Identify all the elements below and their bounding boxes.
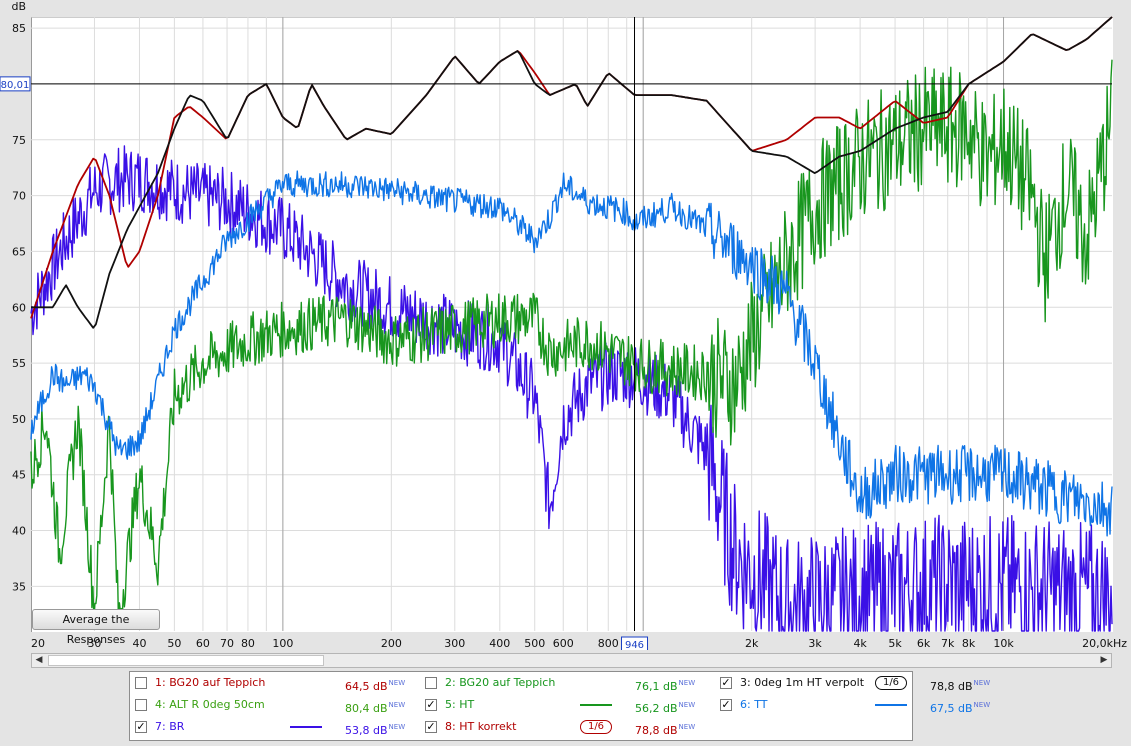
new-badge: NEW [678,701,696,709]
y-tick-label: 45 [12,469,26,482]
legend-name[interactable]: 5: HT [445,698,475,711]
legend-checkbox[interactable] [135,677,147,689]
x-tick-label: 600 [553,637,574,650]
legend-level-value: 56,2 dBNEW [635,701,696,715]
y-tick-label: 65 [12,245,26,258]
x-tick-label: 200 [381,637,402,650]
y-tick-label: 60 [12,301,26,314]
scroll-right-arrow-icon[interactable]: ▶ [1100,655,1108,665]
x-tick-label: 8k [962,637,976,650]
legend-entry: ✓ 5: HT 56,2 dBNEW [425,696,710,715]
average-responses-button[interactable]: Average the Responses [32,609,160,646]
cursor-x-readout-box [621,636,649,650]
legend-level-value: 80,4 dBNEW [345,701,406,715]
legend-level-value: 78,8 dBNEW [635,723,696,737]
legend-entry: ✓ 7: BR 53,8 dBNEW [135,718,420,737]
legend-entry: 1: BG20 auf Teppich 64,5 dBNEW [135,674,420,693]
legend-entry: 4: ALT R 0deg 50cm 80,4 dBNEW [135,696,420,715]
legend-name[interactable]: 6: TT [740,698,768,711]
x-tick-label: 40 [132,637,146,650]
new-badge: NEW [388,679,406,687]
x-tick-label: 80 [241,637,255,650]
legend-name[interactable]: 3: 0deg 1m HT verpolt [740,676,865,689]
x-tick-label: 4k [853,637,867,650]
x-tick-label: 7k [941,637,955,650]
legend-entry: 2: BG20 auf Teppich 76,1 dBNEW [425,674,710,693]
x-tick-label: 70 [220,637,234,650]
legend-name[interactable]: 7: BR [155,720,185,733]
legend-name[interactable]: 4: ALT R 0deg 50cm [155,698,265,711]
legend-name[interactable]: 1: BG20 auf Teppich [155,676,266,689]
measurement-legend: 1: BG20 auf Teppich 64,5 dBNEW 2: BG20 auf… [129,671,990,741]
legend-checkbox[interactable]: ✓ [720,676,732,689]
x-tick-label: 10k [993,637,1014,650]
x-tick-label: 800 [598,637,619,650]
legend-checkbox[interactable]: ✓ [425,698,437,711]
legend-level-value: 78,8 dBNEW [930,679,991,693]
series-line [31,16,1113,329]
legend-name[interactable]: 8: HT korrekt [445,720,517,733]
y-tick-label: 70 [12,190,26,203]
x-tick-label: 5k [888,637,902,650]
frequency-response-chart[interactable]: 8580757065605550454035dB2030405060708010… [0,0,1131,650]
new-badge: NEW [388,701,406,709]
series-line [30,145,1113,632]
y-unit-label: dB [11,0,26,13]
new-badge: NEW [388,723,406,731]
legend-color-swatch[interactable] [290,726,322,728]
legend-smoothing-badge[interactable]: 1/6 [875,676,907,690]
series-line [30,59,1113,626]
new-badge: NEW [678,723,696,731]
scroll-left-arrow-icon[interactable]: ◀ [35,655,43,665]
y-tick-label: 85 [12,22,26,35]
y-tick-label: 75 [12,134,26,147]
x-tick-label: 30 [87,637,101,650]
y-tick-label: 35 [12,580,26,593]
legend-level-value: 64,5 dBNEW [345,679,406,693]
legend-color-swatch[interactable] [580,704,612,706]
legend-color-swatch[interactable] [875,704,907,706]
x-tick-label: 60 [196,637,210,650]
legend-name[interactable]: 2: BG20 auf Teppich [445,676,556,689]
x-tick-label: 2k [745,637,759,650]
legend-checkbox[interactable]: ✓ [135,720,147,733]
x-tick-label: 6k [917,637,931,650]
cursor-y-readout: 80,01 [1,80,30,91]
y-tick-label: 40 [12,525,26,538]
cursor-x-readout: 946 [625,640,644,650]
series-line [30,16,1113,319]
new-badge: NEW [678,679,696,687]
legend-entry: ✓ 8: HT korrekt 1/6 78,8 dBNEW [425,718,710,737]
horizontal-scrollbar[interactable]: ◀ ▶ [31,653,1112,668]
y-tick-label: 55 [12,357,26,370]
cursor-y-readout-box [0,76,31,92]
x-tick-label: 20 [31,637,45,650]
x-tick-label: 50 [167,637,181,650]
x-tick-label: 400 [489,637,510,650]
new-badge: NEW [973,701,991,709]
legend-checkbox[interactable]: ✓ [720,698,732,711]
legend-checkbox[interactable] [425,677,437,689]
x-tick-label: 300 [444,637,465,650]
legend-level-value: 76,1 dBNEW [635,679,696,693]
legend-checkbox[interactable]: ✓ [425,720,437,733]
legend-entry: ✓ 6: TT 67,5 dBNEW [720,696,1005,715]
legend-smoothing-badge[interactable]: 1/6 [580,720,612,734]
legend-level-value: 67,5 dBNEW [930,701,991,715]
series-line [30,170,1113,537]
x-tick-label: 20,0kHz [1082,637,1127,650]
new-badge: NEW [973,679,991,687]
legend-checkbox[interactable] [135,699,147,711]
legend-level-value: 53,8 dBNEW [345,723,406,737]
y-tick-label: 50 [12,413,26,426]
legend-entry: ✓ 3: 0deg 1m HT verpolt 1/6 78,8 dBNEW [720,674,1005,693]
x-tick-label: 3k [808,637,822,650]
scrollbar-thumb[interactable] [48,655,324,666]
x-tick-label: 100 [272,637,293,650]
x-tick-label: 500 [524,637,545,650]
